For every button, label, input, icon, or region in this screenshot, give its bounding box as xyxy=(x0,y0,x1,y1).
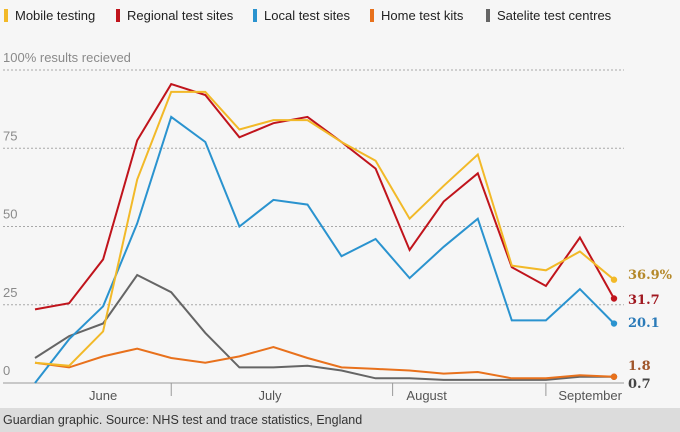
gridlines xyxy=(3,69,624,306)
legend-swatch xyxy=(116,9,120,22)
y-axis: 0 25 50 75 100% results recieved xyxy=(3,50,131,378)
series-line xyxy=(34,273,614,381)
source-footer: Guardian graphic. Source: NHS test and t… xyxy=(0,408,680,432)
x-tick-label: September xyxy=(558,388,622,403)
series-end-point xyxy=(610,373,618,380)
series-end-label: 0.7 xyxy=(628,377,651,392)
series-end-point xyxy=(610,320,618,327)
x-tick-label: June xyxy=(89,388,117,403)
x-axis: June July August September xyxy=(3,382,624,403)
series-end-label: 1.8 xyxy=(628,359,651,374)
series-end-label: 20.1 xyxy=(628,316,660,331)
legend-swatch xyxy=(4,9,8,22)
legend-label: Mobile testing xyxy=(15,8,95,23)
legend-swatch xyxy=(253,9,257,22)
series-end-label: 36.9% xyxy=(628,268,673,283)
series-line xyxy=(34,345,615,380)
series-line xyxy=(34,82,615,311)
y-tick-label: 25 xyxy=(3,285,17,300)
series-end-point xyxy=(610,276,618,283)
series-end-point xyxy=(610,295,618,302)
legend-label: Local test sites xyxy=(264,8,350,23)
legend-swatch xyxy=(370,9,374,22)
legend-swatch xyxy=(486,9,490,22)
legend-label: Regional test sites xyxy=(127,8,234,23)
series-end-label: 31.7 xyxy=(628,293,660,308)
series-line xyxy=(34,115,615,384)
legend: Mobile testing Regional test sites Local t… xyxy=(4,8,612,23)
chart: Mobile testing Regional test sites Local t… xyxy=(3,8,673,403)
series-lines xyxy=(34,82,618,384)
y-tick-label: 100% results recieved xyxy=(3,50,131,65)
legend-label: Home test kits xyxy=(381,8,464,23)
series-line xyxy=(34,90,615,367)
y-tick-label: 50 xyxy=(3,207,17,222)
y-tick-label: 0 xyxy=(3,363,10,378)
end-labels: 36.9% 31.7 20.1 1.8 0.7 xyxy=(628,268,673,392)
x-tick-label: August xyxy=(406,388,447,403)
x-tick-label: July xyxy=(258,388,282,403)
legend-label: Satelite test centres xyxy=(497,8,612,23)
y-tick-label: 75 xyxy=(3,128,17,143)
